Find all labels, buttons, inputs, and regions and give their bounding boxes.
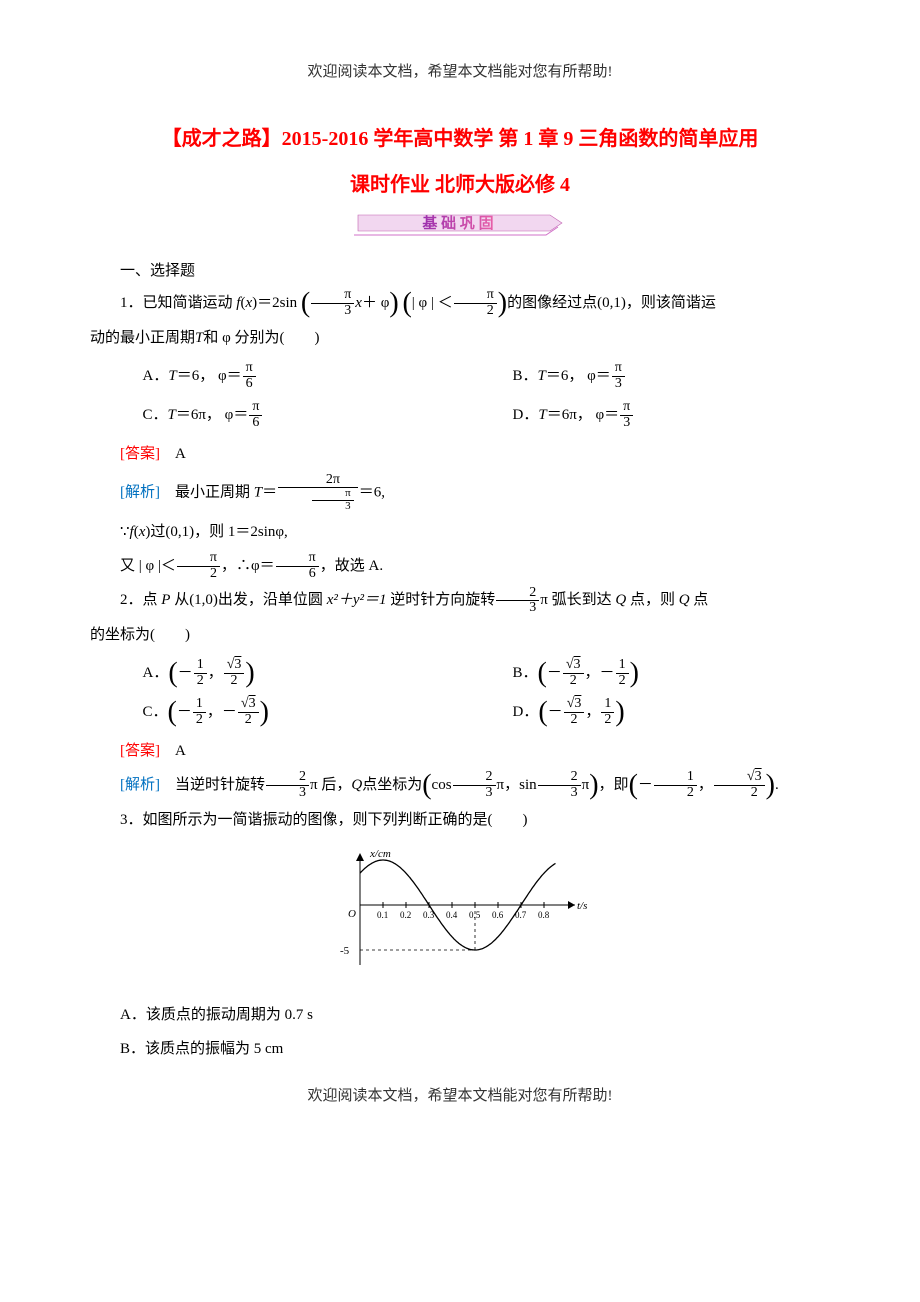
header-note: 欢迎阅读本文档，希望本文档能对您有所帮助! <box>90 60 830 81</box>
q2-stem2: 的坐标为( ) <box>90 620 830 650</box>
harmonic-chart-svg: x/cmt/sO0.10.20.30.40.50.60.70.8-5 <box>330 845 590 985</box>
svg-text:0.4: 0.4 <box>446 910 458 920</box>
doc-title-line1: 【成才之路】2015-2016 学年高中数学 第 1 章 9 三角函数的简单应用 <box>90 121 830 157</box>
q1-text-b: 的图像经过点(0,1)，则该简谐运 <box>507 295 716 311</box>
footer-note: 欢迎阅读本文档，希望本文档能对您有所帮助! <box>90 1084 830 1105</box>
doc-title-line2: 课时作业 北师大版必修 4 <box>90 167 830 203</box>
q1-optC: C．T＝6π， φ＝π6 <box>90 396 460 435</box>
q1-eq: )＝2sin <box>252 295 297 311</box>
q1-frac1: π3 <box>311 288 354 318</box>
q1-answer: [答案] A <box>90 439 830 469</box>
q1-analysis3: 又 | φ |＜π2，∴φ＝π6，故选 A. <box>90 551 830 582</box>
q1-analysis2: ∵f(x)过(0,1)，则 1＝2sinφ, <box>90 517 830 547</box>
svg-text:0.8: 0.8 <box>538 910 550 920</box>
q1-analysis1: [解析] 最小正周期 T＝2ππ3＝6, <box>90 473 830 513</box>
q2-optB: B．(－√32，－12) <box>460 654 830 693</box>
q1-options: A．T＝6， φ＝π6 B．T＝6， φ＝π3 C．T＝6π， φ＝π6 D．T… <box>90 357 830 435</box>
banner-text: 基 础 巩 固 <box>421 214 493 232</box>
q3-optA: A．该质点的振动周期为 0.7 s <box>90 1000 830 1030</box>
q1-frac2: π2 <box>454 288 497 318</box>
rparen-icon: ) <box>389 288 398 319</box>
q2-optA: A．(－12，√32) <box>90 654 460 693</box>
svg-text:0.6: 0.6 <box>492 910 504 920</box>
lparen2-icon: ( <box>402 288 411 319</box>
q3-optB: B．该质点的振幅为 5 cm <box>90 1034 830 1064</box>
q2-options: A．(－12，√32) B．(－√32，－12) C．(－12，－√32) D．… <box>90 654 830 732</box>
q1-text-a: 1．已知简谐运动 <box>120 295 236 311</box>
q3-chart: x/cmt/sO0.10.20.30.40.50.60.70.8-5 <box>90 845 830 990</box>
page: 欢迎阅读本文档，希望本文档能对您有所帮助! 【成才之路】2015-2016 学年… <box>0 0 920 1145</box>
q1-f: f <box>236 295 240 311</box>
q1-optD: D．T＝6π， φ＝π3 <box>460 396 830 435</box>
q1-stem: 1．已知简谐运动 f(x)＝2sin (π3x＋ φ) (| φ | ＜π2)的… <box>90 288 830 319</box>
q1-optB: B．T＝6， φ＝π3 <box>460 357 830 396</box>
svg-text:-5: -5 <box>340 945 350 957</box>
svg-text:t/s: t/s <box>577 900 587 912</box>
q2-analysis: [解析] 当逆时针旋转23π 后，Q点坐标为(cos23π，sin23π)，即(… <box>90 770 830 801</box>
section-banner: 基 础 巩 固 <box>350 211 570 241</box>
svg-text:x/cm: x/cm <box>369 848 391 860</box>
q1-optA: A．T＝6， φ＝π6 <box>90 357 460 396</box>
svg-text:0.2: 0.2 <box>400 910 411 920</box>
q2-optD: D．(－√32，12) <box>460 693 830 732</box>
svg-text:O: O <box>348 908 356 920</box>
q2-answer: [答案] A <box>90 736 830 766</box>
q2-stem: 2．点 P 从(1,0)出发，沿单位圆 x²＋y²＝1 逆时针方向旋转23π 弧… <box>90 585 830 616</box>
q3-stem: 3．如图所示为一简谐振动的图像，则下列判断正确的是( ) <box>90 805 830 835</box>
section-heading: 一、选择题 <box>90 259 830 280</box>
svg-text:0.1: 0.1 <box>377 910 388 920</box>
lparen-icon: ( <box>301 288 310 319</box>
q1-stem2: 动的最小正周期T和 φ 分别为( ) <box>90 323 830 353</box>
rparen2-icon: ) <box>498 288 507 319</box>
q2-optC: C．(－12，－√32) <box>90 693 460 732</box>
